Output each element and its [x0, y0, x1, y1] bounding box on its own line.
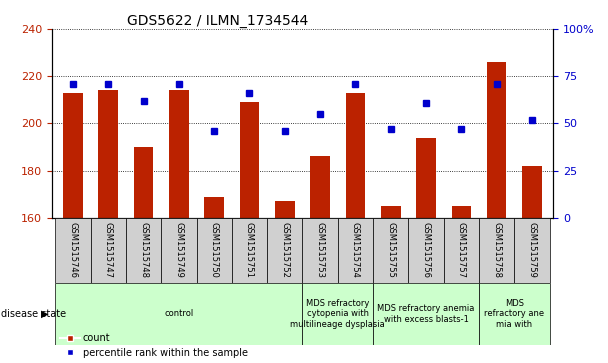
Legend: count, percentile rank within the sample: count, percentile rank within the sample: [57, 329, 252, 362]
Text: control: control: [164, 310, 193, 318]
Text: MDS refractory anemia
with excess blasts-1: MDS refractory anemia with excess blasts…: [378, 304, 475, 324]
Text: ▶: ▶: [41, 309, 49, 319]
Bar: [303, 218, 338, 283]
Text: GSM1515752: GSM1515752: [280, 223, 289, 278]
Text: disease state: disease state: [1, 309, 66, 319]
Text: GSM1515746: GSM1515746: [68, 223, 77, 278]
Bar: [169, 90, 188, 218]
Text: GSM1515757: GSM1515757: [457, 223, 466, 278]
Bar: [479, 218, 514, 283]
Bar: [409, 218, 444, 283]
Bar: [452, 206, 471, 218]
Text: GSM1515750: GSM1515750: [210, 223, 219, 278]
Bar: [346, 93, 365, 218]
Text: GSM1515749: GSM1515749: [174, 223, 184, 278]
Bar: [479, 283, 550, 345]
Bar: [55, 218, 91, 283]
Bar: [373, 283, 479, 345]
Text: GSM1515748: GSM1515748: [139, 223, 148, 278]
Text: GSM1515754: GSM1515754: [351, 223, 360, 278]
Bar: [98, 90, 118, 218]
Text: GDS5622 / ILMN_1734544: GDS5622 / ILMN_1734544: [127, 14, 308, 28]
Bar: [514, 218, 550, 283]
Bar: [126, 218, 161, 283]
Text: MDS
refractory ane
mia with: MDS refractory ane mia with: [485, 299, 545, 329]
Bar: [487, 62, 506, 218]
Bar: [311, 156, 330, 218]
Text: GSM1515758: GSM1515758: [492, 223, 501, 278]
Bar: [275, 201, 294, 218]
Bar: [55, 283, 303, 345]
Bar: [522, 166, 542, 218]
Bar: [416, 138, 436, 218]
Bar: [444, 218, 479, 283]
Bar: [267, 218, 303, 283]
Bar: [134, 147, 153, 218]
Bar: [161, 218, 196, 283]
Bar: [91, 218, 126, 283]
Bar: [196, 218, 232, 283]
Bar: [232, 218, 267, 283]
Text: GSM1515756: GSM1515756: [421, 223, 430, 278]
Text: GSM1515747: GSM1515747: [104, 223, 112, 278]
Text: GSM1515759: GSM1515759: [528, 223, 537, 278]
Bar: [240, 102, 259, 218]
Bar: [338, 218, 373, 283]
Text: GSM1515755: GSM1515755: [386, 223, 395, 278]
Bar: [303, 283, 373, 345]
Bar: [204, 196, 224, 218]
Text: MDS refractory
cytopenia with
multilineage dysplasia: MDS refractory cytopenia with multilinea…: [291, 299, 385, 329]
Text: GSM1515753: GSM1515753: [316, 223, 325, 278]
Bar: [63, 93, 83, 218]
Text: GSM1515751: GSM1515751: [245, 223, 254, 278]
Bar: [373, 218, 409, 283]
Bar: [381, 206, 401, 218]
